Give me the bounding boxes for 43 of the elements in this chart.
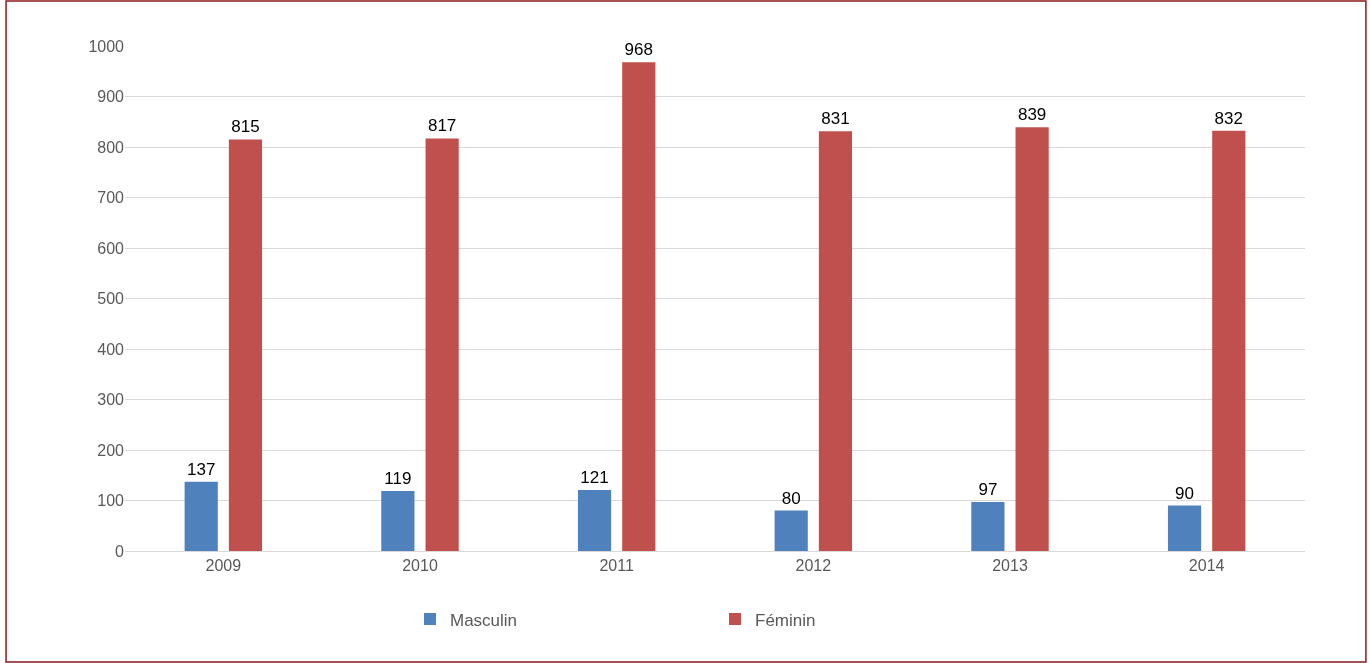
data-label: 832	[1214, 108, 1243, 128]
bar	[622, 62, 656, 551]
data-label: 815	[231, 117, 260, 137]
data-label: 90	[1175, 483, 1195, 503]
y-tick-label: 300	[97, 391, 125, 409]
bar	[577, 489, 612, 551]
legend-label: Féminin	[755, 610, 816, 630]
y-tick-label: 900	[97, 88, 125, 106]
data-label: 817	[427, 116, 457, 136]
bar	[1015, 127, 1049, 551]
y-tick-label: 100	[97, 492, 125, 510]
legend-label: Masculin	[450, 610, 518, 630]
bar	[971, 502, 1005, 551]
data-label: 119	[384, 468, 412, 488]
x-tick-label: 2012	[795, 557, 832, 575]
data-label: 968	[624, 40, 653, 60]
x-tick-label: 2014	[1188, 557, 1225, 575]
data-label: 839	[1017, 105, 1047, 125]
bar	[1212, 130, 1246, 551]
data-label: 831	[821, 109, 850, 129]
x-tick-label: 2011	[599, 557, 634, 575]
y-tick-label: 400	[97, 340, 125, 358]
bar	[818, 131, 853, 551]
y-tick-label: 200	[97, 441, 125, 459]
x-tick-label: 2010	[402, 557, 438, 575]
data-label: 97	[978, 480, 998, 500]
y-tick-label: 600	[97, 239, 125, 257]
bar	[381, 490, 415, 551]
data-label: 137	[187, 459, 216, 479]
bar	[1167, 505, 1202, 551]
x-tick-label: 2009	[205, 557, 242, 575]
y-tick-label: 700	[97, 189, 125, 207]
data-label: 121	[580, 467, 609, 487]
x-tick-label: 2013	[992, 557, 1028, 575]
data-label: 80	[781, 488, 801, 508]
y-tick-label: 1000	[88, 37, 125, 55]
y-tick-label: 0	[115, 542, 125, 560]
y-tick-label: 800	[97, 138, 125, 156]
bar	[184, 481, 218, 551]
bar	[228, 139, 263, 551]
y-tick-label: 500	[97, 290, 125, 308]
bar	[425, 138, 459, 551]
bar	[774, 510, 808, 551]
